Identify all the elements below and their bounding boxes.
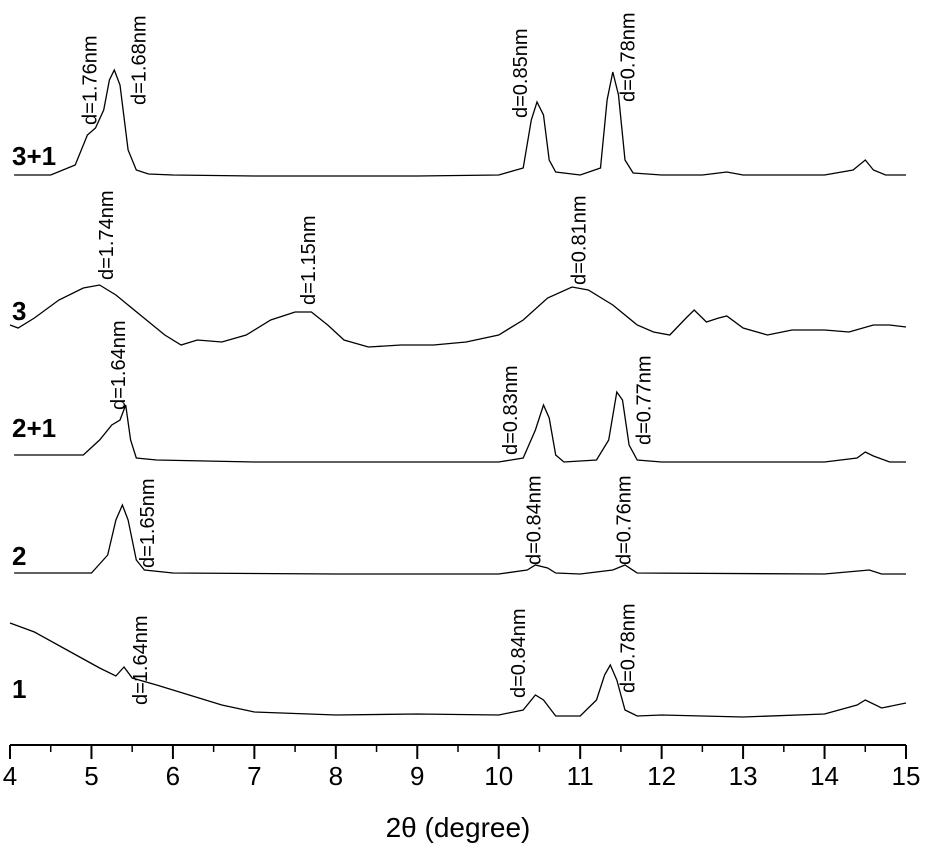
xrd-trace [14, 503, 906, 575]
series-label: 2+1 [12, 413, 56, 443]
peak-annotation: d=0.76nm [613, 475, 635, 565]
peak-annotation: d=0.84nm [508, 608, 530, 698]
xrd-trace [14, 390, 906, 463]
peak-annotation: d=1.65nm [137, 478, 159, 568]
x-tick-label: 12 [647, 761, 676, 791]
x-tick-label: 9 [410, 761, 424, 791]
peak-annotation: d=1.68nm [129, 15, 151, 105]
peak-annotation: d=0.85nm [510, 28, 532, 118]
x-tick-label: 5 [84, 761, 98, 791]
peak-annotation: d=0.84nm [524, 475, 546, 565]
x-tick-label: 14 [810, 761, 839, 791]
peak-annotation: d=0.83nm [500, 365, 522, 455]
xrd-trace [9, 622, 907, 718]
peak-annotation: d=1.76nm [80, 35, 102, 125]
x-tick-label: 6 [166, 761, 180, 791]
x-axis-title: 2θ (degree) [386, 812, 531, 843]
x-tick-label: 13 [729, 761, 758, 791]
series-label: 1 [12, 674, 26, 704]
x-tick-label: 7 [247, 761, 261, 791]
x-tick-label: 10 [484, 761, 513, 791]
x-tick-label: 11 [567, 761, 594, 791]
xrd-trace [14, 68, 906, 177]
peak-annotation: d=1.64nm [130, 615, 152, 705]
x-tick-label: 4 [3, 761, 17, 791]
xrd-trace [9, 284, 907, 348]
peak-annotation: d=1.15nm [298, 215, 320, 305]
peak-annotation: d=1.64nm [108, 320, 130, 410]
peak-annotation: d=0.81nm [568, 195, 590, 285]
peak-annotation: d=0.78nm [617, 12, 639, 102]
peak-annotation: d=0.77nm [634, 355, 656, 445]
peak-annotation: d=1.74nm [96, 190, 118, 280]
series-label: 3+1 [12, 141, 56, 171]
series-label: 3 [12, 296, 26, 326]
x-tick-label: 8 [329, 761, 343, 791]
series-label: 2 [12, 541, 26, 571]
peak-annotation: d=0.78nm [617, 603, 639, 693]
x-tick-label: 15 [892, 761, 921, 791]
